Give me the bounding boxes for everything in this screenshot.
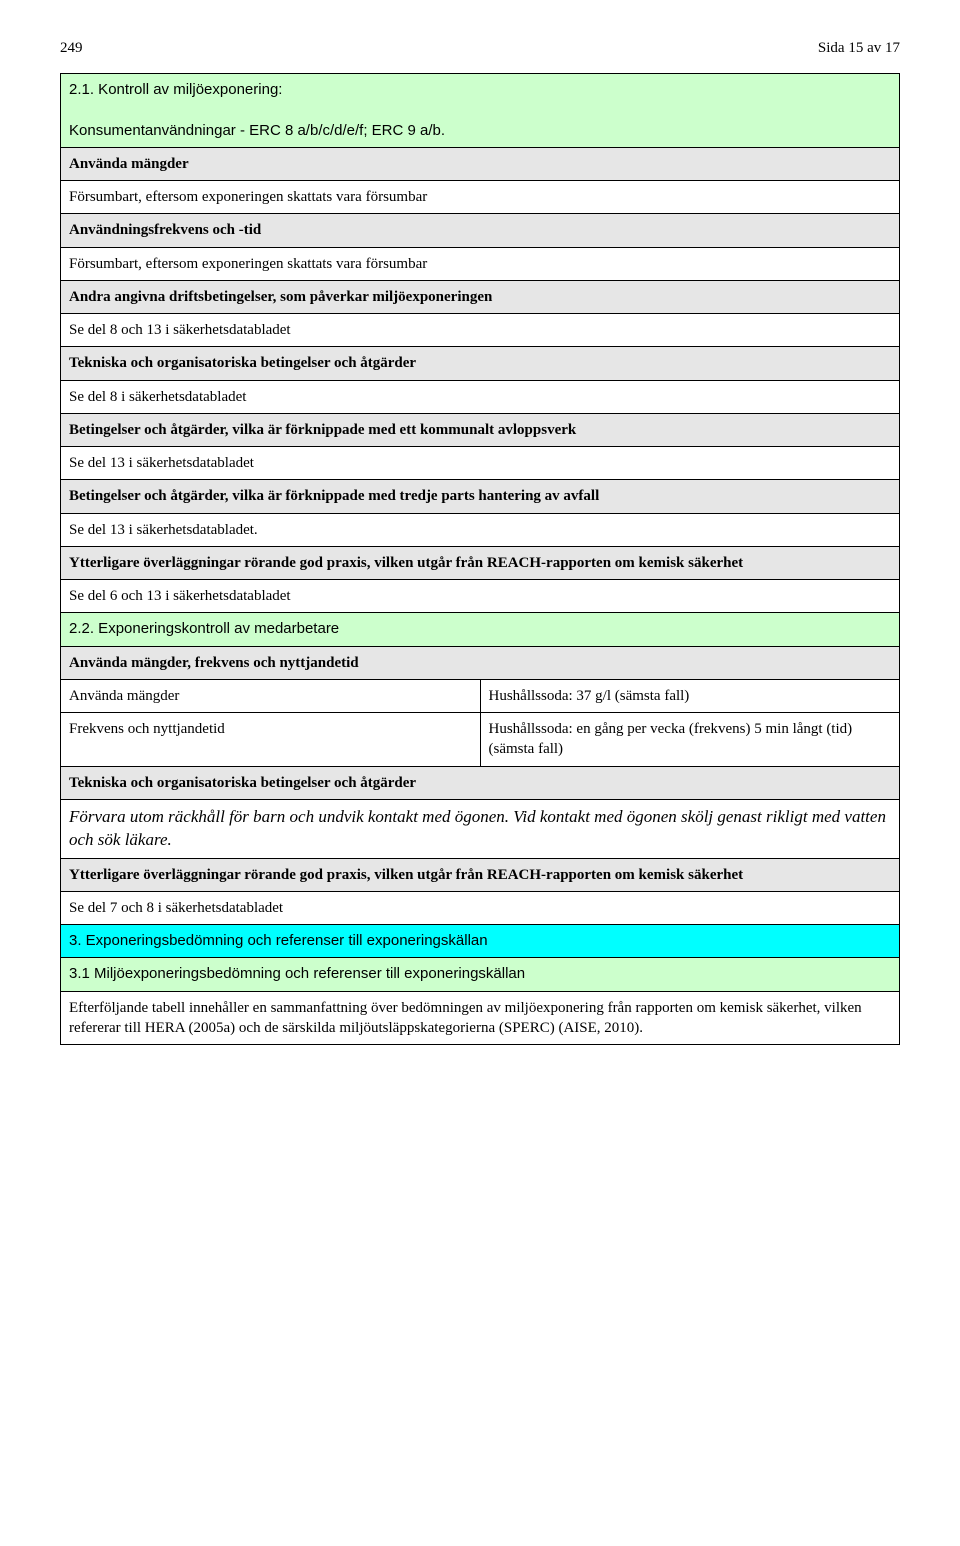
row2-left: Frekvens och nyttjandetid <box>61 713 480 766</box>
tekniska-2-heading: Tekniska och organisatoriska betingelser… <box>61 766 900 799</box>
tekniska-1-body: Se del 8 i säkerhetsdatabladet <box>61 380 900 413</box>
header-left: 249 <box>60 40 83 57</box>
document-table: 2.1. Kontroll av miljöexponering: Konsum… <box>60 73 900 1045</box>
row2-right: Hushållssoda: en gång per vecka (frekven… <box>480 713 899 766</box>
section-2-1-title: 2.1. Kontroll av miljöexponering: Konsum… <box>61 74 900 148</box>
tekniska-2-body-text: Förvara utom räckhåll för barn och undvi… <box>69 807 886 849</box>
reach-1-body: Se del 6 och 13 i säkerhetsdatabladet <box>61 580 900 613</box>
tekniska-1-heading: Tekniska och organisatoriska betingelser… <box>61 347 900 380</box>
tekniska-2-body: Förvara utom räckhåll för barn och undvi… <box>61 799 900 858</box>
avfall-body: Se del 13 i säkerhetsdatabladet. <box>61 513 900 546</box>
section-2-1-subtitle: Konsumentanvändningar - ERC 8 a/b/c/d/e/… <box>69 122 445 139</box>
anvandningsfrekvens-body: Försumbart, eftersom exponeringen skatta… <box>61 247 900 280</box>
row1-right: Hushållssoda: 37 g/l (sämsta fall) <box>480 680 899 713</box>
reach-2-heading: Ytterligare överläggningar rörande god p… <box>61 858 900 891</box>
nyttjandetid-heading: Använda mängder, frekvens och nyttjandet… <box>61 646 900 679</box>
driftsbetingelser-body: Se del 8 och 13 i säkerhetsdatabladet <box>61 314 900 347</box>
avlopp-body: Se del 13 i säkerhetsdatabladet <box>61 447 900 480</box>
header-right: Sida 15 av 17 <box>818 40 900 57</box>
reach-1-heading: Ytterligare överläggningar rörande god p… <box>61 546 900 579</box>
anvanda-mangder-heading: Använda mängder <box>61 147 900 180</box>
section-2-1-title-text: 2.1. Kontroll av miljöexponering: <box>69 81 282 98</box>
two-col-container: Använda mängder Hushållssoda: 37 g/l (sä… <box>61 679 900 766</box>
reach-2-body: Se del 7 och 8 i säkerhetsdatabladet <box>61 891 900 924</box>
avlopp-heading: Betingelser och åtgärder, vilka är förkn… <box>61 413 900 446</box>
avfall-heading: Betingelser och åtgärder, vilka är förkn… <box>61 480 900 513</box>
page: 249 Sida 15 av 17 2.1. Kontroll av miljö… <box>0 0 960 1085</box>
section-3-1-title: 3.1 Miljöexponeringsbedömning och refere… <box>61 958 900 991</box>
section-3-title: 3. Exponeringsbedömning och referenser t… <box>61 925 900 958</box>
section-2-2-title: 2.2. Exponeringskontroll av medarbetare <box>61 613 900 646</box>
driftsbetingelser-heading: Andra angivna driftsbetingelser, som påv… <box>61 280 900 313</box>
anvanda-mangder-body: Försumbart, eftersom exponeringen skatta… <box>61 181 900 214</box>
anvandningsfrekvens-heading: Användningsfrekvens och -tid <box>61 214 900 247</box>
row1-left: Använda mängder <box>61 680 480 713</box>
section-3-1-body: Efterföljande tabell innehåller en samma… <box>61 991 900 1045</box>
page-header: 249 Sida 15 av 17 <box>60 40 900 57</box>
